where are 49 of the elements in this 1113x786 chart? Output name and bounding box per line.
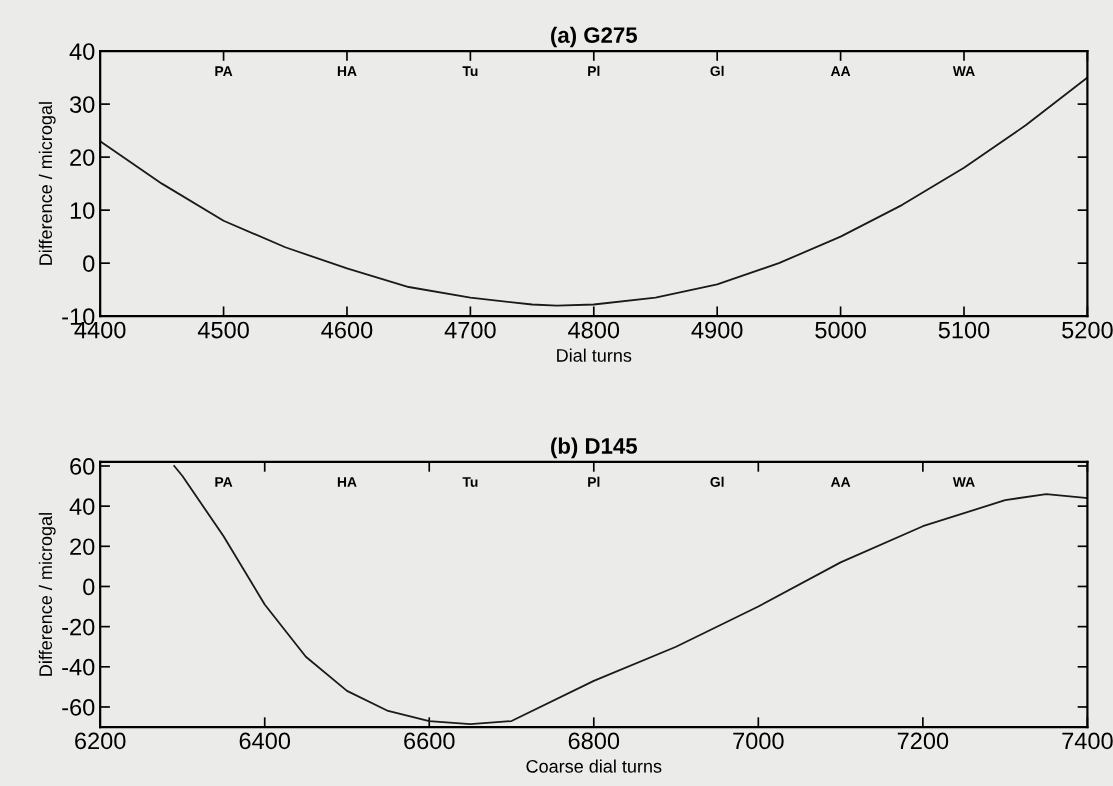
x-tick-label: 7200 bbox=[897, 732, 949, 750]
y-tick-label: 10 bbox=[70, 202, 95, 219]
annotation: Tu bbox=[462, 66, 478, 77]
y-tick-label: 20 bbox=[70, 538, 95, 556]
y-tick-label: 30 bbox=[69, 96, 95, 113]
y-tick-label: 60 bbox=[70, 458, 95, 475]
x-tick-label: 4800 bbox=[568, 321, 620, 339]
x-tick-label: 6800 bbox=[568, 732, 620, 750]
annotation: HA bbox=[337, 66, 357, 76]
annotation: Pl bbox=[588, 65, 600, 76]
line-series bbox=[100, 76, 1088, 307]
y-axis-title: Difference / microgal bbox=[38, 102, 56, 265]
x-axis-title: Dial turns bbox=[557, 348, 632, 362]
chart-title: (b) D145 bbox=[551, 437, 638, 459]
y-tick-label: -60 bbox=[62, 699, 95, 716]
x-tick-label: 4900 bbox=[691, 321, 743, 339]
x-tick-label: 4500 bbox=[197, 321, 249, 339]
y-tick-label: 0 bbox=[83, 255, 95, 272]
annotation: Gl bbox=[710, 65, 724, 77]
y-axis-title: Difference / microgal bbox=[38, 513, 56, 676]
y-tick-label: 40 bbox=[69, 43, 95, 60]
annotation: WA bbox=[952, 66, 975, 76]
x-tick-label: 5100 bbox=[938, 321, 990, 339]
x-tick-label: 4600 bbox=[321, 321, 373, 339]
x-tick-label: 7000 bbox=[733, 732, 784, 750]
x-tick-label: 4700 bbox=[444, 321, 496, 339]
x-tick-label: 5200 bbox=[1062, 321, 1113, 339]
x-tick-label: 6400 bbox=[239, 732, 291, 750]
y-tick-label: 0 bbox=[83, 578, 95, 596]
annotation: Gl bbox=[710, 476, 724, 487]
y-tick-label: 20 bbox=[70, 149, 95, 166]
annotation: Pl bbox=[588, 476, 600, 487]
x-tick-label: 5000 bbox=[815, 321, 866, 339]
x-axis-title: Coarse dial turns bbox=[526, 759, 662, 773]
y-tick-label: -40 bbox=[62, 658, 95, 676]
x-tick-label: 6200 bbox=[75, 732, 126, 750]
y-tick-label: 40 bbox=[69, 498, 95, 515]
line-series bbox=[173, 465, 1088, 725]
annotation: PA bbox=[215, 477, 233, 487]
x-tick-label: 6600 bbox=[404, 732, 455, 750]
annotation: AA bbox=[830, 477, 851, 487]
y-tick-label: -20 bbox=[62, 618, 95, 636]
annotation: WA bbox=[952, 477, 975, 487]
x-tick-label: 7400 bbox=[1062, 732, 1113, 750]
annotation: Tu bbox=[462, 477, 478, 487]
chart-title: (a) G275 bbox=[551, 26, 638, 48]
annotation: HA bbox=[337, 477, 357, 487]
annotation: PA bbox=[215, 66, 233, 76]
annotation: AA bbox=[830, 66, 851, 76]
